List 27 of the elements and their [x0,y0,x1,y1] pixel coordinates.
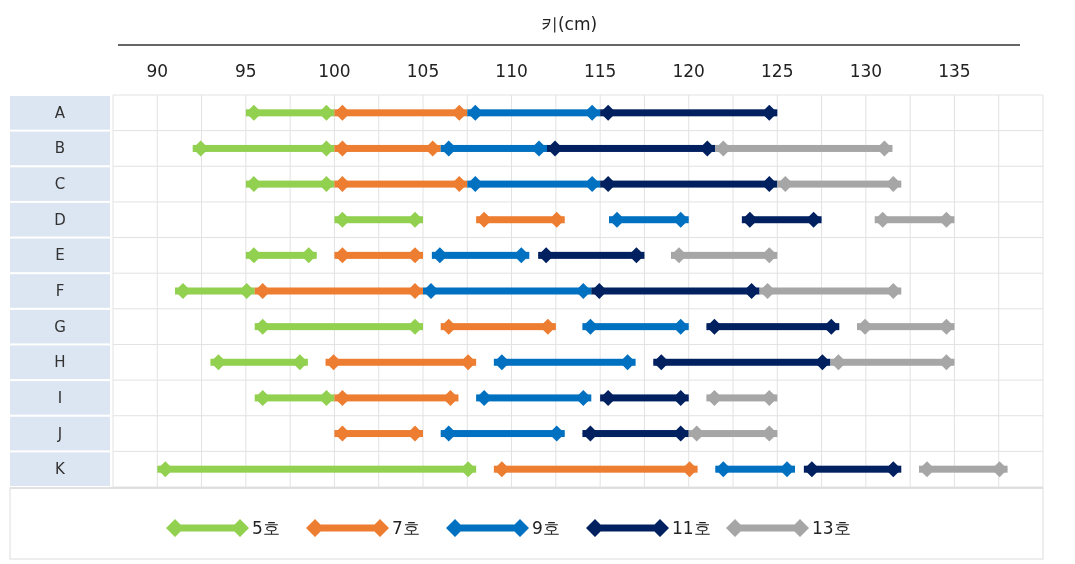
x-tick-label: 90 [146,61,169,81]
legend-label: 7호 [392,518,420,538]
y-tick-label: H [54,353,66,372]
x-tick-label: 110 [495,61,528,81]
y-tick-label: A [54,103,66,122]
x-tick-label: 130 [849,61,883,81]
legend-label: 9호 [532,518,560,538]
y-tick-label: J [56,424,63,443]
x-tick-label: 100 [318,61,351,81]
y-tick-label: B [54,139,66,158]
y-tick-label: F [55,282,65,300]
x-tick-label: 95 [235,61,257,81]
legend-label: 13호 [812,518,851,538]
y-tick-label: C [54,175,66,194]
x-tick-label: 105 [406,61,440,81]
legend-label: 11호 [672,518,711,538]
x-tick-label: 135 [938,61,971,81]
x-tick-label: 115 [583,61,617,81]
legend-label: 5호 [252,518,280,538]
x-tick-label: 120 [672,61,705,81]
x-axis-title: 키(cm) [540,14,598,34]
y-tick-label: K [55,460,67,479]
y-tick-label: D [54,210,66,229]
y-tick-label: I [57,388,63,407]
y-tick-label: G [54,317,66,336]
x-tick-label: 125 [761,61,794,81]
y-tick-label: E [55,246,65,265]
